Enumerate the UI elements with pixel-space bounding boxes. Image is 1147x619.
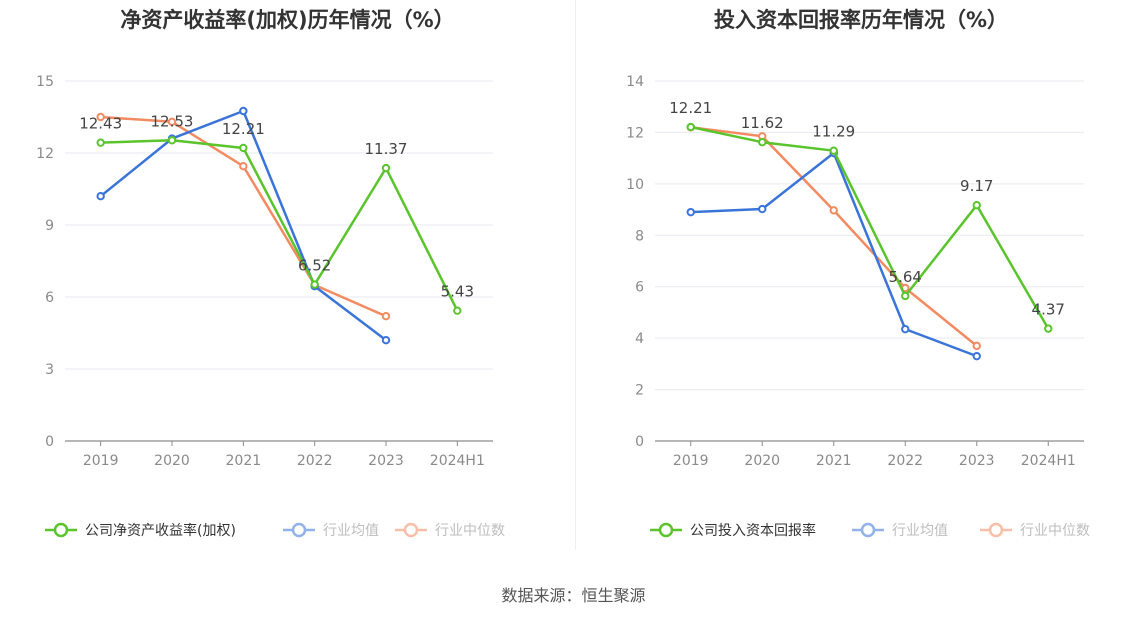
x-tick-label: 2021 [816, 453, 852, 469]
chart-divider [575, 0, 576, 550]
x-tick-label: 2019 [83, 453, 119, 469]
industry-mean-point[interactable] [239, 106, 248, 116]
legend-label: 行业中位数 [1020, 523, 1090, 539]
legend-marker [860, 522, 876, 538]
x-tick-label: 2023 [959, 453, 995, 469]
x-tick-label: 2024H1 [1021, 453, 1076, 469]
industry-mean-point[interactable] [972, 351, 981, 361]
industry-mean-point[interactable] [381, 336, 391, 345]
x-tick-label: 2020 [744, 453, 780, 469]
legend-item-company[interactable]: 公司投入资本回报率 [650, 522, 816, 539]
y-tick-label: 0 [45, 434, 54, 450]
x-tick-label: 2024H1 [430, 453, 485, 469]
legend-item-industry-mean[interactable]: 行业均值 [852, 522, 948, 539]
data-label: 12.43 [79, 115, 122, 133]
y-tick-label: 0 [635, 434, 644, 450]
company-point[interactable] [310, 280, 319, 289]
industry-median-line [690, 126, 978, 347]
chart-title-roic: 投入资本回报率历年情况（%） [713, 8, 1009, 32]
legend-item-industry-mean[interactable]: 行业均值 [283, 522, 379, 539]
y-tick-label: 6 [45, 290, 54, 306]
x-tick-label: 2020 [154, 453, 190, 469]
y-tick-label: 6 [635, 280, 644, 296]
data-label: 11.29 [812, 123, 855, 141]
x-tick-label: 2022 [297, 453, 333, 469]
company-point[interactable] [96, 138, 105, 147]
y-tick-label: 4 [635, 331, 644, 347]
company-point[interactable] [758, 138, 767, 147]
industry-mean-point[interactable] [758, 204, 767, 214]
y-tick-label: 12 [36, 146, 54, 162]
x-tick-label: 2019 [673, 453, 709, 469]
x-tick-label: 2021 [226, 453, 262, 469]
x-tick-label: 2022 [887, 453, 923, 469]
legend-item-company[interactable]: 公司净资产收益率(加权) [45, 522, 236, 539]
industry-median-point[interactable] [96, 112, 105, 122]
legend-item-industry-median[interactable]: 行业中位数 [395, 522, 505, 539]
company-point[interactable] [686, 122, 695, 132]
data-label: 11.37 [365, 140, 408, 158]
legend-label: 行业中位数 [435, 523, 505, 539]
data-label: 5.43 [441, 283, 474, 301]
industry-mean-point[interactable] [96, 192, 105, 201]
legend-item-industry-median[interactable]: 行业中位数 [980, 522, 1090, 539]
legend-marker [988, 522, 1004, 538]
legend-label: 公司投入资本回报率 [690, 522, 816, 539]
y-tick-label: 10 [626, 177, 644, 193]
legend-label: 行业均值 [323, 523, 379, 539]
company-line [690, 125, 1050, 330]
company-point[interactable] [239, 143, 248, 153]
data-label: 12.21 [669, 99, 712, 117]
data-label: 9.17 [960, 177, 993, 195]
legend-marker [658, 522, 674, 538]
legend-marker [53, 522, 69, 538]
legend-marker [403, 522, 419, 538]
company-point[interactable] [1044, 324, 1053, 333]
data-source-note: 数据来源：恒生聚源 [501, 586, 646, 605]
x-tick-label: 2023 [368, 453, 404, 469]
data-label: 5.64 [889, 268, 922, 286]
y-tick-label: 9 [45, 218, 54, 234]
company-point[interactable] [167, 136, 177, 145]
y-tick-label: 8 [635, 228, 644, 244]
company-point[interactable] [453, 306, 462, 315]
y-tick-label: 3 [45, 362, 54, 378]
data-label: 4.37 [1032, 301, 1065, 319]
roe-chart: 0 3 6 9 12 15 2019 2020 2021 2022 2023 2024H1 12.43 1… [36, 74, 505, 539]
industry-median-point[interactable] [829, 206, 838, 215]
industry-mean-point[interactable] [686, 207, 695, 217]
industry-median-point[interactable] [381, 312, 391, 321]
industry-median-point[interactable] [972, 341, 981, 351]
industry-median-point[interactable] [167, 117, 177, 127]
y-tick-label: 14 [626, 74, 644, 90]
company-point[interactable] [972, 201, 981, 210]
company-point[interactable] [381, 163, 391, 173]
legend-label: 行业均值 [892, 523, 948, 539]
industry-mean-point[interactable] [901, 324, 910, 334]
data-label: 12.53 [151, 112, 194, 130]
company-line [100, 139, 459, 312]
legend-label: 公司净资产收益率(加权) [85, 522, 236, 539]
data-label: 11.62 [741, 114, 784, 132]
data-label: 12.21 [222, 120, 265, 138]
y-tick-label: 2 [635, 383, 644, 399]
y-tick-label: 15 [36, 74, 54, 90]
y-tick-label: 12 [626, 125, 644, 141]
company-point[interactable] [829, 146, 838, 155]
industry-median-point[interactable] [239, 162, 248, 171]
roic-chart: 0 2 4 6 8 10 12 14 2019 2020 2021 2022 2023 2024H1 12.… [626, 74, 1090, 539]
legend-marker [291, 522, 307, 538]
data-label: 6.52 [298, 257, 331, 275]
company-point[interactable] [901, 291, 910, 301]
chart-title-roe: 净资产收益率(加权)历年情况（%） [120, 8, 455, 32]
